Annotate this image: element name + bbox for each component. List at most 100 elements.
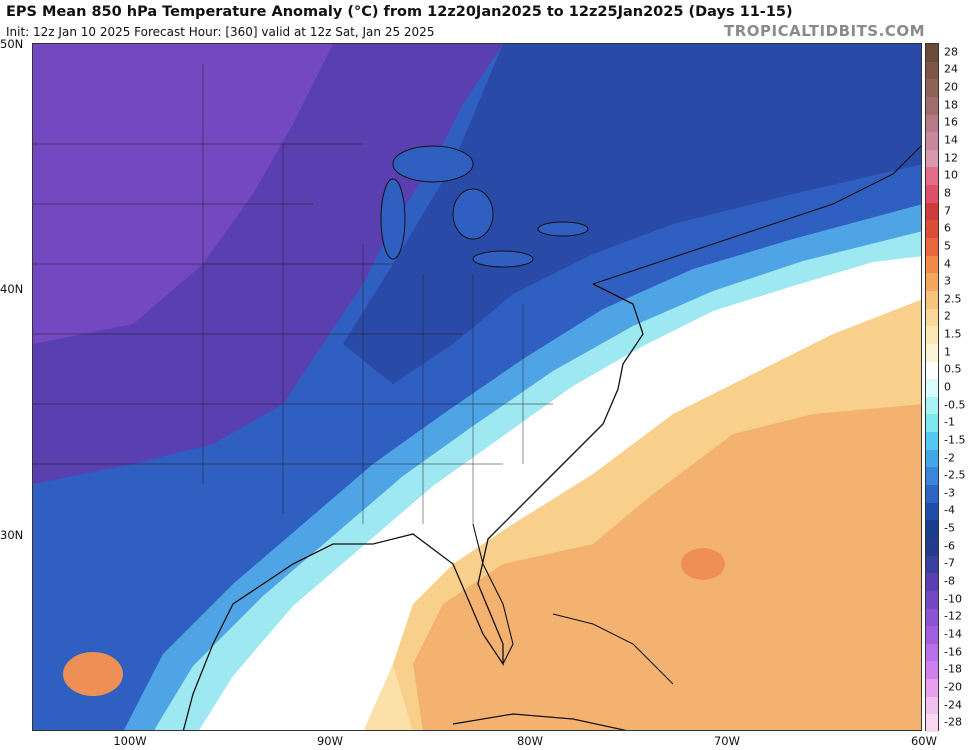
colorbar-segment xyxy=(926,202,938,221)
colorbar-segment xyxy=(926,467,938,486)
colorbar-segment xyxy=(926,273,938,291)
colorbar-tick-label: -4 xyxy=(944,503,955,517)
colorbar-tick-label: -10 xyxy=(944,592,962,606)
colorbar-segment xyxy=(926,220,938,239)
colorbar-tick-label: 12 xyxy=(944,151,958,165)
colorbar-tick-label: -5 xyxy=(944,521,955,535)
colorbar-segment xyxy=(926,44,938,62)
colorbar-segment xyxy=(926,379,938,397)
colorbar-tick-label: -24 xyxy=(944,698,962,712)
colorbar-segment xyxy=(926,326,938,344)
state-borders xyxy=(33,64,553,524)
lat-label-40n: 40N xyxy=(0,282,24,296)
colorbar-segment xyxy=(926,714,938,732)
colorbar xyxy=(925,43,939,732)
colorbar-segment xyxy=(926,61,938,80)
coastline-florida xyxy=(472,523,514,665)
cuba xyxy=(452,713,627,730)
colorbar-tick-label: 18 xyxy=(944,98,958,112)
colorbar-tick-label: -28 xyxy=(944,715,962,729)
coastline-northeast xyxy=(592,145,921,285)
colorbar-segment xyxy=(926,114,938,133)
colorbar-segment xyxy=(926,555,938,574)
colorbar-segment xyxy=(926,414,938,433)
colorbar-tick-label: -14 xyxy=(944,627,962,641)
colorbar-segment xyxy=(926,520,938,538)
colorbar-tick-label: 3 xyxy=(944,274,951,288)
colorbar-tick-label: -18 xyxy=(944,662,962,676)
lake-ontario xyxy=(537,221,589,237)
colorbar-tick-label: -20 xyxy=(944,680,962,694)
colorbar-tick-label: 7 xyxy=(944,204,951,218)
colorbar-segment xyxy=(926,643,938,662)
colorbar-tick-label: -3 xyxy=(944,486,955,500)
cold-core-violet xyxy=(33,44,333,344)
colorbar-tick-label: 1.5 xyxy=(944,327,962,341)
lake-huron xyxy=(452,188,494,240)
colorbar-segment xyxy=(926,132,938,150)
colorbar-segment xyxy=(926,590,938,609)
colorbar-segment xyxy=(926,608,938,627)
colorbar-segment xyxy=(926,502,938,521)
colorbar-tick-label: 2.5 xyxy=(944,292,962,306)
colorbar-segment xyxy=(926,361,938,380)
colorbar-tick-label: 6 xyxy=(944,221,951,235)
colorbar-segment xyxy=(926,396,938,415)
anomaly-field xyxy=(33,44,921,730)
bahamas xyxy=(552,613,674,685)
colorbar-tick-label: 4 xyxy=(944,257,951,270)
colorbar-segment xyxy=(926,308,938,327)
colorbar-segment xyxy=(926,79,938,97)
colorbar-segment xyxy=(926,185,938,203)
colorbar-tick-label: -0.5 xyxy=(944,398,966,412)
colorbar-segment xyxy=(926,661,938,680)
colorbar-segment xyxy=(926,290,938,309)
colorbar-segment xyxy=(926,485,938,503)
lon-label-80w: 80W xyxy=(516,734,544,748)
colorbar-tick-label: 2 xyxy=(944,309,951,323)
warm-core-atlantic xyxy=(681,548,725,580)
watermark: TROPICALTIDBITS.COM xyxy=(724,22,925,40)
lake-michigan xyxy=(380,178,406,260)
colorbar-tick-label: 24 xyxy=(944,62,958,76)
neutral-band xyxy=(194,254,921,730)
colorbar-tick-label: 10 xyxy=(944,168,958,182)
colorbar-tick-label: -12 xyxy=(944,609,962,623)
colorbar-segment xyxy=(926,537,938,556)
colorbar-segment xyxy=(926,255,938,274)
colorbar-segment xyxy=(926,626,938,644)
lat-label-50n: 50N xyxy=(0,37,24,51)
colorbar-segment xyxy=(926,449,938,468)
colorbar-tick-label: 28 xyxy=(944,45,958,59)
colorbar-tick-label: 8 xyxy=(944,186,951,200)
lon-label-60w: 60W xyxy=(910,734,938,748)
colorbar-segment xyxy=(926,149,938,168)
colorbar-segment xyxy=(926,343,938,362)
colorbar-segment xyxy=(926,679,938,697)
colorbar-tick-label: 14 xyxy=(944,133,958,147)
chart-subtitle: Init: 12z Jan 10 2025 Forecast Hour: [36… xyxy=(6,25,435,39)
warm-anomaly-strong xyxy=(413,404,921,730)
lon-label-70w: 70W xyxy=(713,734,741,748)
lon-label-90w: 90W xyxy=(316,734,344,748)
lake-erie xyxy=(472,250,534,268)
warm-core-mexico xyxy=(63,652,123,696)
colorbar-tick-label: 16 xyxy=(944,115,958,129)
lake-superior xyxy=(392,145,474,183)
colorbar-segment xyxy=(926,432,938,450)
colorbar-tick-label: -2 xyxy=(944,451,955,465)
colorbar-segment xyxy=(926,573,938,591)
lon-label-100w: 100W xyxy=(113,734,147,748)
anomaly-map xyxy=(32,43,922,731)
colorbar-tick-label: -1 xyxy=(944,415,955,429)
colorbar-segment xyxy=(926,96,938,115)
chart-title: EPS Mean 850 hPa Temperature Anomaly (°C… xyxy=(6,4,793,20)
colorbar-tick-label: 5 xyxy=(944,239,951,253)
colorbar-tick-label: -7 xyxy=(944,556,955,570)
colorbar-tick-label: -1.5 xyxy=(944,433,966,447)
colorbar-tick-label: 1 xyxy=(944,345,951,359)
colorbar-tick-label: -8 xyxy=(944,574,955,588)
colorbar-tick-label: -16 xyxy=(944,645,962,659)
colorbar-tick-label: -2.5 xyxy=(944,468,966,482)
colorbar-segment xyxy=(926,167,938,186)
